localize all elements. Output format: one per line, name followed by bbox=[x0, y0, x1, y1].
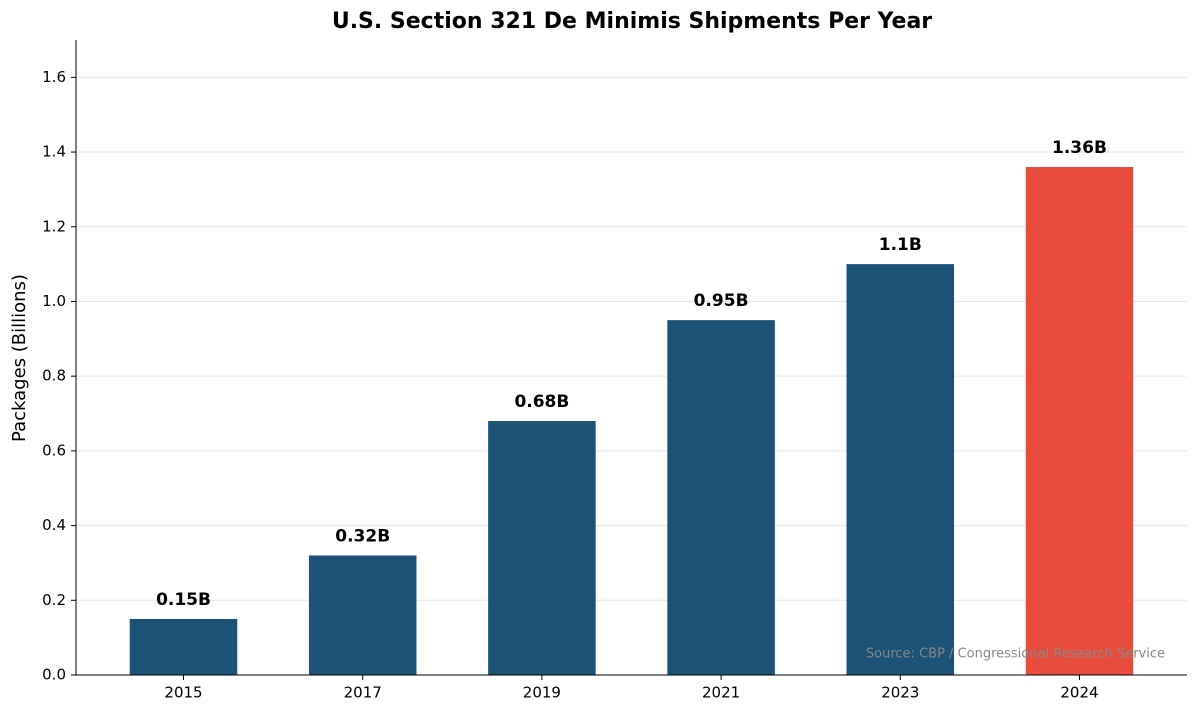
y-tick-label: 1.2 bbox=[42, 217, 66, 235]
y-tick-label: 1.0 bbox=[42, 292, 66, 310]
x-tick-label: 2017 bbox=[344, 684, 382, 702]
y-tick-label: 1.6 bbox=[42, 68, 66, 86]
x-tick-label: 2023 bbox=[881, 684, 919, 702]
bar bbox=[846, 264, 955, 675]
y-tick-label: 0.2 bbox=[42, 591, 66, 609]
y-tick-label: 0.4 bbox=[42, 516, 66, 534]
value-label: 1.1B bbox=[879, 235, 922, 255]
bar bbox=[1025, 167, 1134, 675]
grid bbox=[76, 76, 1187, 601]
x-tick-label: 2019 bbox=[523, 684, 561, 702]
value-label: 1.36B bbox=[1052, 138, 1107, 158]
y-axis-label: Packages (Billions) bbox=[9, 274, 30, 442]
value-label: 0.68B bbox=[514, 392, 569, 412]
x-tick-label: 2024 bbox=[1060, 684, 1098, 702]
y-tick-label: 0.0 bbox=[42, 666, 66, 684]
value-label: 0.32B bbox=[335, 526, 390, 546]
bar bbox=[488, 421, 596, 675]
y-tick-label: 0.8 bbox=[42, 367, 66, 385]
plot-area bbox=[129, 167, 1134, 675]
chart-title: U.S. Section 321 De Minimis Shipments Pe… bbox=[332, 9, 932, 34]
bar bbox=[308, 555, 417, 675]
y-tick-label: 1.4 bbox=[42, 143, 66, 161]
bar bbox=[667, 320, 775, 675]
bar bbox=[129, 618, 238, 675]
value-label: 0.95B bbox=[694, 291, 749, 311]
x-tick-label: 2015 bbox=[164, 684, 202, 702]
source-note: Source: CBP / Congressional Research Ser… bbox=[866, 647, 1165, 662]
x-tick-label: 2021 bbox=[702, 684, 740, 702]
value-label: 0.15B bbox=[156, 590, 211, 610]
y-tick-label: 0.6 bbox=[42, 441, 66, 459]
